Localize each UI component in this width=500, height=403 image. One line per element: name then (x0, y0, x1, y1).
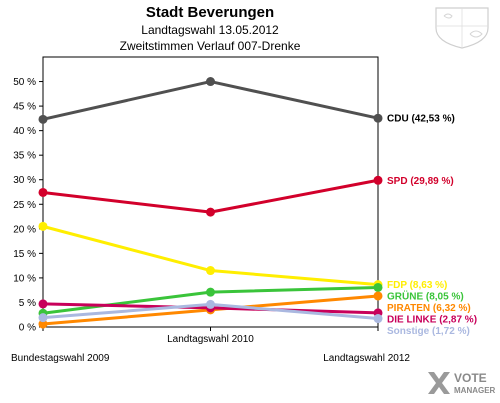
data-point (38, 187, 48, 197)
y-tick-label: 25 % (13, 200, 36, 211)
chart-axes (42, 56, 379, 328)
data-point (206, 207, 215, 217)
data-point (38, 221, 48, 231)
series-line-fdp (42, 224, 379, 287)
y-tick-label: 5 % (19, 298, 36, 309)
y-tick-label: 20 % (13, 224, 36, 235)
series-end-label: Sonstige (1,72 %) (387, 326, 470, 337)
data-point (206, 287, 215, 297)
data-point (38, 319, 48, 329)
y-axis-ticks: 0 % 5 % 10 % 15 % 20 % 25 % 30 % 35 % 40 % 45 % 50… (13, 77, 43, 334)
x-tick-label: Landtagswahl 2012 (323, 353, 410, 364)
y-tick-label: 40 % (13, 126, 36, 137)
data-point (206, 299, 215, 309)
data-point (373, 291, 383, 301)
y-tick-label: 50 % (13, 77, 36, 88)
y-tick-label: 10 % (13, 273, 36, 284)
x-axis-ticks: Bundestagswahl 2009 Landtagswahl 2010 Land… (11, 327, 410, 364)
y-tick-label: 30 % (13, 175, 36, 186)
data-point (373, 113, 383, 123)
y-tick-label: 0 % (19, 323, 36, 334)
data-point (206, 77, 215, 87)
y-tick-label: 15 % (13, 249, 36, 260)
chart-subtitle-district: Zweitstimmen Verlauf 007-Drenke (119, 39, 301, 53)
series-end-label: PIRATEN (6,32 %) (387, 303, 471, 314)
data-point (373, 314, 383, 324)
data-point (38, 299, 48, 309)
data-point (373, 175, 383, 185)
data-point (373, 282, 383, 292)
series-end-label: SPD (29,89 %) (387, 176, 454, 187)
series-end-label: CDU (42,53 %) (387, 114, 455, 125)
logo-line1: VOTE (454, 371, 487, 385)
data-point (206, 266, 215, 276)
chart-subtitle-election: Landtagswahl 13.05.2012 (141, 23, 279, 37)
series-line-spd (42, 178, 379, 214)
series-end-label: DIE LINKE (2,87 %) (387, 315, 477, 326)
x-tick-label: Bundestagswahl 2009 (11, 353, 110, 364)
data-point (38, 114, 48, 124)
vote-manager-logo: VOTE MANAGER (426, 368, 498, 403)
y-tick-label: 45 % (13, 102, 36, 113)
series-lines (38, 77, 383, 329)
series-end-label: FDP (8,63 %) (387, 280, 447, 291)
logo-line2: MANAGER (454, 386, 496, 395)
y-tick-label: 35 % (13, 151, 36, 162)
x-tick-label: Landtagswahl 2010 (167, 334, 254, 345)
chart-title: Stadt Beverungen (145, 4, 275, 21)
series-line-cdu (42, 80, 379, 121)
crest-icon (435, 7, 489, 49)
chart-header: Stadt Beverungen Landtagswahl 13.05.2012… (0, 4, 420, 54)
series-end-label: GRÜNE (8,05 %) (387, 290, 464, 303)
plot-frame (42, 56, 379, 328)
data-point (38, 313, 48, 323)
series-end-labels: CDU (42,53 %) SPD (29,89 %) FDP (8,63 %)GR… (387, 114, 477, 337)
